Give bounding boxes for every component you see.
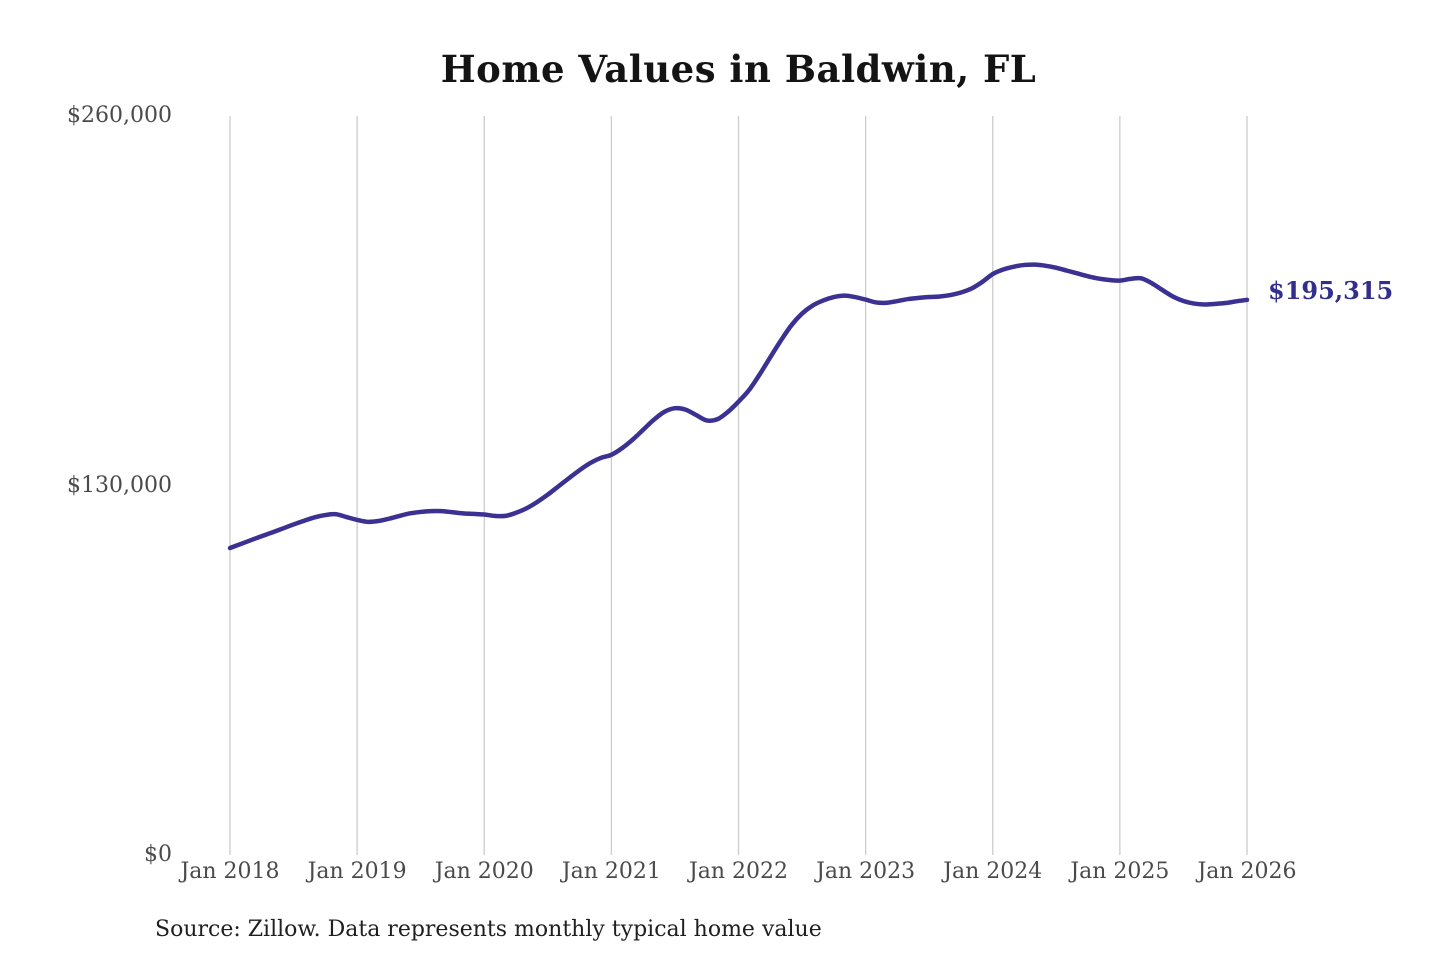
y-tick-label: $0 (144, 842, 172, 867)
x-tick-label: Jan 2024 (943, 859, 1043, 884)
x-tick-label: Jan 2020 (434, 859, 534, 884)
x-tick-label: Jan 2022 (688, 859, 789, 884)
chart-title: Home Values in Baldwin, FL (440, 47, 1037, 91)
latest-value-label: $195,315 (1268, 275, 1394, 305)
source-note: Source: Zillow. Data represents monthly … (155, 917, 822, 942)
home-value-series-line (227, 262, 1250, 551)
x-tick-label: Jan 2023 (816, 859, 916, 884)
x-tick-label: Jan 2019 (307, 859, 407, 884)
x-tick-label: Jan 2026 (1197, 859, 1297, 884)
x-tick-label: Jan 2021 (561, 859, 661, 884)
x-tick-label: Jan 2025 (1070, 859, 1170, 884)
x-tick-label: Jan 2018 (180, 859, 280, 884)
y-tick-label: $130,000 (67, 472, 172, 498)
gridlines (229, 116, 1248, 855)
y-tick-label: $260,000 (67, 103, 172, 128)
